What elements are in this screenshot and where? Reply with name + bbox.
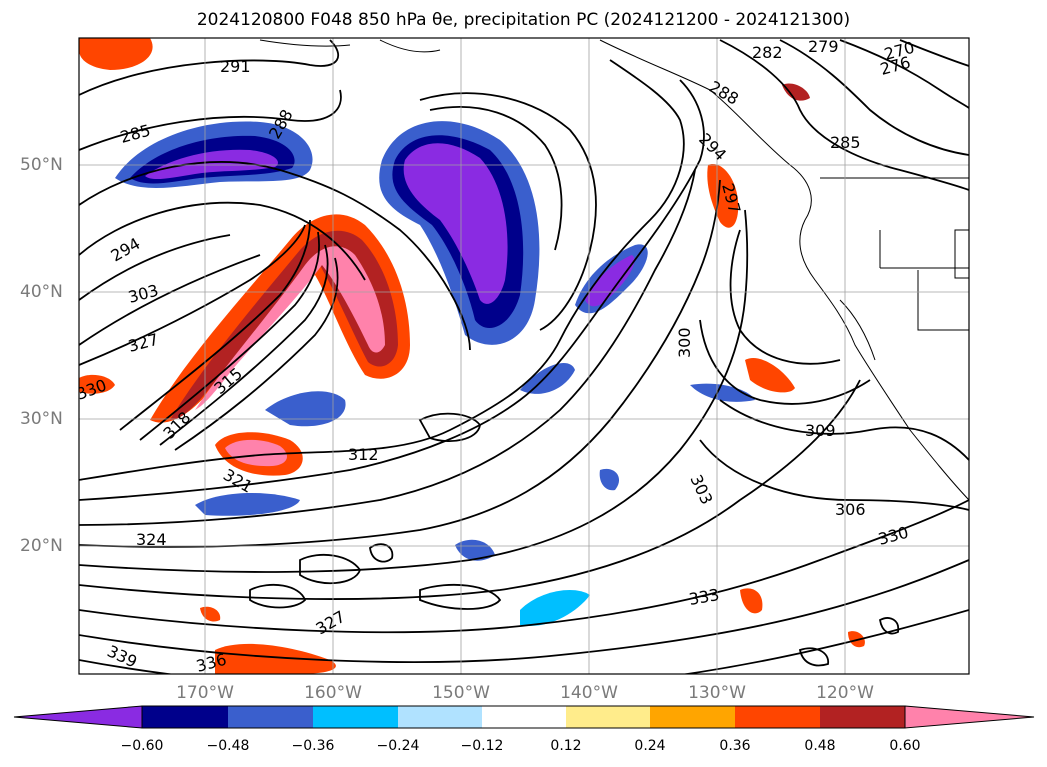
colorbar-tick: −0.24 bbox=[376, 738, 420, 754]
theta-e-contours bbox=[79, 39, 969, 674]
lon-label-170w: 170°W bbox=[176, 683, 234, 703]
gridlines bbox=[79, 38, 969, 674]
lon-label-160w: 160°W bbox=[304, 683, 362, 703]
lon-label-120w: 120°W bbox=[816, 683, 874, 703]
colorbar-tick: 0.24 bbox=[634, 738, 666, 754]
contour-label: 300 bbox=[675, 327, 694, 358]
precip-purple-blob-center bbox=[379, 121, 540, 345]
lat-label-20n: 20°N bbox=[20, 536, 63, 556]
colorbar-tick: 0.60 bbox=[889, 738, 921, 754]
colorbar-tick: −0.36 bbox=[291, 738, 335, 754]
lat-label-50n: 50°N bbox=[20, 155, 63, 175]
map-plot-area: 291 285 288 294 303 327 330 315 318 321 … bbox=[79, 37, 969, 674]
lat-label-40n: 40°N bbox=[20, 282, 63, 302]
map-title: 2024120800 F048 850 hPa θe, precipitatio… bbox=[196, 10, 851, 30]
colorbar-left-extend bbox=[13, 705, 143, 729]
lon-label-150w: 150°W bbox=[432, 683, 490, 703]
contour-label: 306 bbox=[835, 500, 866, 519]
colorbar-tick: −0.60 bbox=[120, 738, 164, 754]
colorbar-tick: 0.36 bbox=[719, 738, 751, 754]
contour-label: 282 bbox=[752, 43, 783, 62]
contour-label: 285 bbox=[830, 133, 861, 152]
colorbar-tick: 0.48 bbox=[804, 738, 836, 754]
colorbar-tick: −0.48 bbox=[206, 738, 250, 754]
colorbar bbox=[13, 705, 1035, 729]
lon-label-130w: 130°W bbox=[688, 683, 746, 703]
contour-label: 309 bbox=[805, 421, 836, 440]
map-frame bbox=[78, 37, 970, 675]
precip-orange-patches bbox=[79, 38, 865, 674]
lat-label-30n: 30°N bbox=[20, 409, 63, 429]
contour-label: 279 bbox=[808, 37, 839, 56]
colorbar-tick: 0.12 bbox=[550, 738, 582, 754]
precip-blue-patches bbox=[195, 362, 755, 626]
colorbar-tick: −0.12 bbox=[460, 738, 504, 754]
colorbar-right-extend bbox=[904, 705, 1035, 729]
contour-label: 324 bbox=[136, 530, 167, 549]
lon-label-140w: 140°W bbox=[560, 683, 618, 703]
contour-label: 312 bbox=[348, 445, 379, 464]
precip-purple-band-east bbox=[575, 244, 648, 314]
precip-red-blob-south bbox=[215, 432, 303, 476]
contour-label: 291 bbox=[220, 57, 251, 76]
precip-purple-band-northwest bbox=[115, 121, 313, 188]
